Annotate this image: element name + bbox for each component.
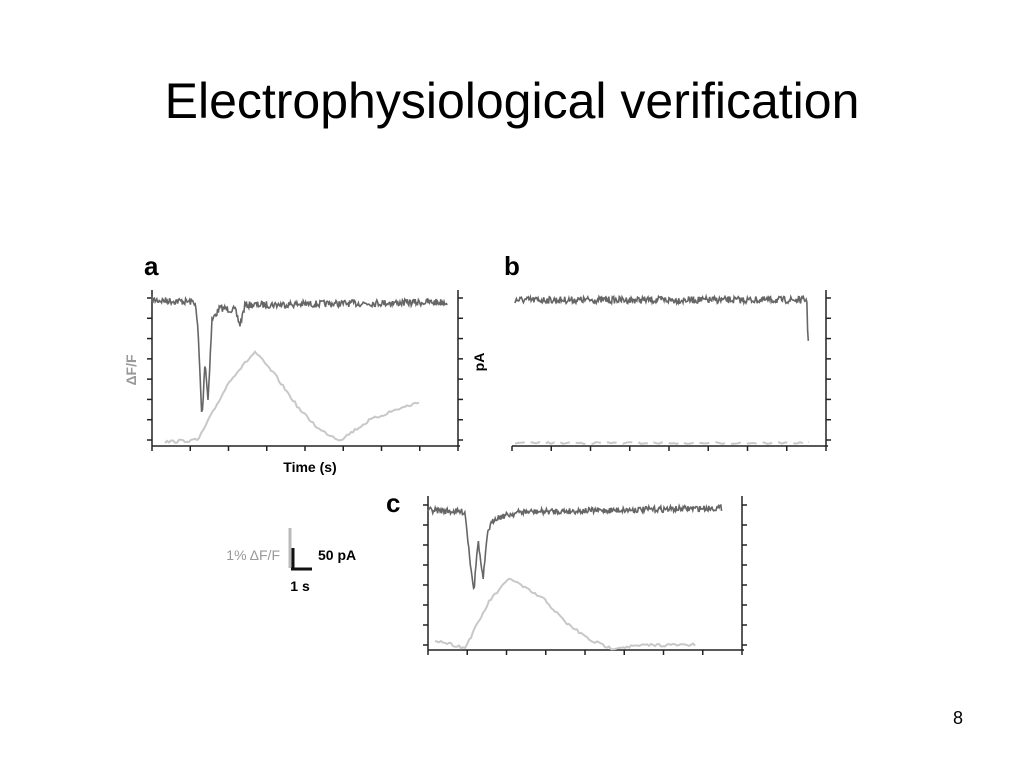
panel-label: b	[504, 251, 520, 281]
scale-bar	[288, 528, 312, 571]
axis-label-left: ΔF/F	[123, 354, 139, 386]
scale-label: 1 s	[290, 578, 310, 594]
trace	[427, 503, 723, 591]
panel-label: a	[144, 251, 159, 281]
panel-a-axes	[151, 290, 460, 447]
scale-label: 50 pA	[318, 547, 356, 563]
trace	[164, 350, 420, 444]
trace	[151, 295, 448, 413]
trace	[514, 293, 810, 341]
axis-label-right: pA	[471, 353, 487, 372]
slide-title: Electrophysiological verification	[165, 73, 860, 129]
page-number: 8	[953, 708, 963, 728]
scale-label: 1% ΔF/F	[226, 547, 280, 563]
panel-label: c	[386, 488, 400, 518]
panel-b-axes	[512, 290, 828, 447]
trace	[434, 577, 696, 651]
trace	[514, 440, 810, 445]
axis-label-bottom: Time (s)	[283, 459, 336, 475]
